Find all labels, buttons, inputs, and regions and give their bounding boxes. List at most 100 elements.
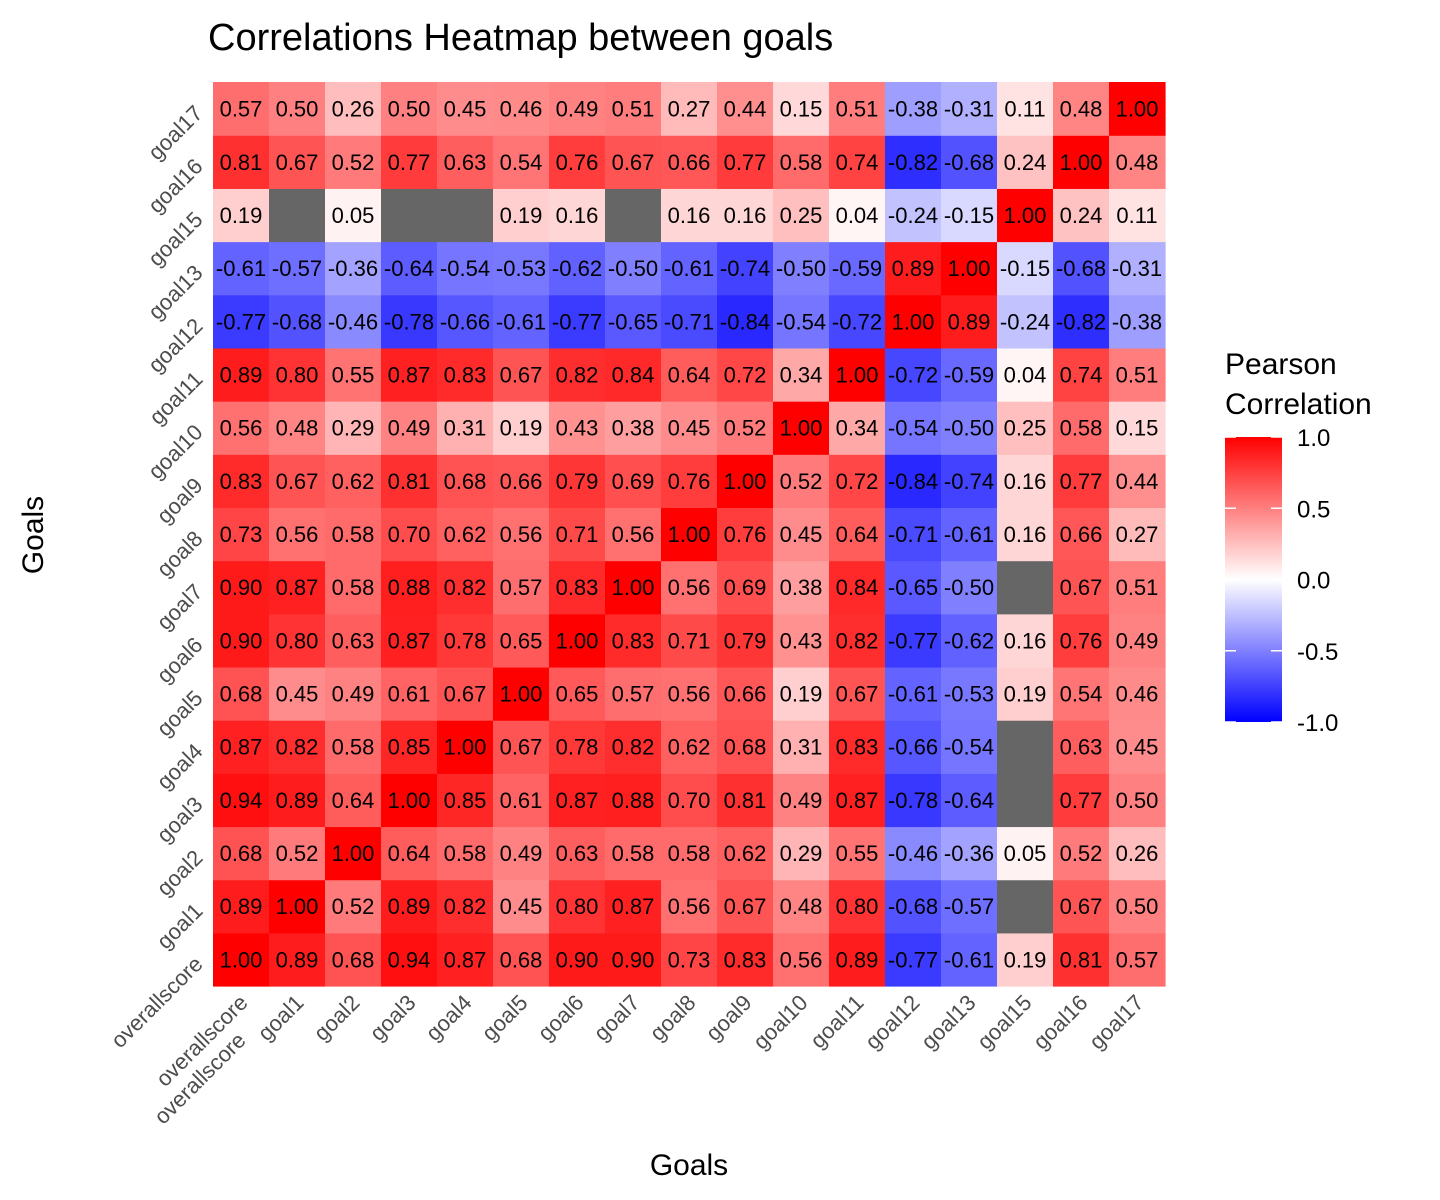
heatmap-cell: [549, 507, 606, 562]
x-tick-label: goal2: [309, 990, 365, 1046]
heatmap-cell: [1109, 560, 1166, 615]
heatmap-cell-label: 0.89: [892, 256, 935, 281]
heatmap-cell: [437, 932, 494, 987]
heatmap-cell: [773, 666, 830, 721]
heatmap-cell: [213, 241, 270, 296]
heatmap-cell-label: 0.72: [836, 469, 879, 494]
heatmap-cell: [885, 613, 942, 668]
heatmap-cell-label: 0.68: [444, 469, 487, 494]
heatmap-cell: [773, 773, 830, 828]
heatmap-cell: [549, 347, 606, 402]
heatmap-cell: [549, 241, 606, 296]
heatmap-cell-label: 0.61: [388, 682, 431, 707]
y-tick-label: goal15: [143, 207, 207, 271]
heatmap-cell: [1053, 294, 1110, 349]
heatmap-cell-label: 0.76: [668, 469, 711, 494]
heatmap-cell: [269, 241, 326, 296]
heatmap-cell-label: 0.82: [444, 894, 487, 919]
heatmap-cell-label: 0.55: [332, 362, 375, 387]
heatmap-cell-label: 0.50: [276, 97, 319, 122]
heatmap-cell-label: 0.87: [388, 628, 431, 653]
heatmap-cell-label: 0.68: [500, 947, 543, 972]
heatmap-cell-label: 0.82: [612, 735, 655, 760]
heatmap-cell: [1109, 826, 1166, 881]
heatmap-cell-label: 0.45: [1116, 735, 1159, 760]
heatmap-cell: [1053, 507, 1110, 562]
heatmap-cell-label: 0.49: [780, 788, 823, 813]
heatmap-cell: [437, 294, 494, 349]
heatmap-cell: [829, 720, 886, 774]
y-tick-label: goal17: [143, 100, 207, 164]
heatmap-cell-label: -0.62: [552, 256, 602, 281]
heatmap-cell: [605, 720, 662, 774]
heatmap-cell-label: 0.56: [500, 522, 543, 547]
heatmap-cell-label: -0.53: [944, 682, 994, 707]
heatmap-cell-label: 0.89: [220, 362, 263, 387]
y-tick-label: goal7: [152, 579, 208, 635]
x-tick-label: goal5: [477, 990, 533, 1046]
heatmap-cell: [717, 932, 774, 987]
heatmap-cell-label: 0.85: [444, 788, 487, 813]
heatmap-cell: [1053, 401, 1110, 455]
heatmap-cell-label: -0.38: [1112, 309, 1162, 334]
heatmap-cell-label: 0.89: [220, 894, 263, 919]
heatmap-cell-label: 0.67: [444, 682, 487, 707]
heatmap-cell: [885, 507, 942, 562]
heatmap-cell: [1053, 241, 1110, 296]
heatmap-cell-label: 0.52: [780, 469, 823, 494]
heatmap-cell: [1109, 454, 1166, 509]
heatmap-cell-label: 0.66: [500, 469, 543, 494]
heatmap-cell: [661, 294, 718, 349]
heatmap-cell: [605, 241, 662, 296]
heatmap-cell-label: 0.80: [556, 894, 599, 919]
heatmap-cell-label: -0.71: [664, 309, 714, 334]
heatmap-cell: [997, 666, 1054, 721]
heatmap-cell: [885, 135, 942, 189]
heatmap-cell-label: -0.54: [776, 309, 826, 334]
x-axis-title: Goals: [650, 1149, 728, 1182]
heatmap-cell: [493, 720, 550, 774]
heatmap-cell-label: 0.58: [1060, 416, 1103, 441]
heatmap-cell-label: 0.16: [724, 203, 767, 228]
heatmap-cell: [549, 666, 606, 721]
heatmap-cell: [717, 613, 774, 668]
heatmap-cell-label: 0.34: [780, 362, 823, 387]
heatmap-cell-label: 0.64: [668, 362, 711, 387]
heatmap-cell: [437, 507, 494, 562]
heatmap-cell: [997, 773, 1054, 828]
heatmap-cell: [941, 454, 998, 509]
heatmap-cell: [1109, 294, 1166, 349]
heatmap-cell: [437, 347, 494, 402]
heatmap-cell-label: 0.56: [668, 682, 711, 707]
heatmap-cell: [941, 773, 998, 828]
heatmap-cell-label: -0.68: [944, 150, 994, 175]
heatmap-cell: [717, 347, 774, 402]
heatmap-cell-label: 0.84: [612, 362, 655, 387]
heatmap-cell-label: -0.31: [1112, 256, 1162, 281]
heatmap-cell-label: 0.69: [724, 575, 767, 600]
heatmap-cell: [493, 507, 550, 562]
heatmap-cell-label: 0.64: [388, 841, 431, 866]
heatmap-cell-label: 0.56: [276, 522, 319, 547]
heatmap-cell: [213, 932, 270, 987]
heatmap-cell: [829, 560, 886, 615]
heatmap-cell: [381, 401, 438, 455]
heatmap-cell: [493, 135, 550, 189]
heatmap-cell: [605, 401, 662, 455]
heatmap-cell-label: 0.68: [724, 735, 767, 760]
heatmap-cell-label: 0.87: [556, 788, 599, 813]
heatmap-cell-label: -0.50: [944, 575, 994, 600]
heatmap-cell: [269, 507, 326, 562]
heatmap-cell: [269, 135, 326, 189]
heatmap-cell: [437, 613, 494, 668]
heatmap-cell-label: 1.00: [556, 628, 599, 653]
heatmap-cell: [829, 135, 886, 189]
heatmap-cell-label: 0.62: [444, 522, 487, 547]
heatmap-cell: [773, 294, 830, 349]
heatmap-cell-label: 0.31: [780, 735, 823, 760]
heatmap-cell: [213, 188, 270, 243]
heatmap-cell-label: 0.88: [612, 788, 655, 813]
heatmap-cell: [549, 879, 606, 934]
heatmap-cell: [381, 507, 438, 562]
heatmap-cell: [829, 879, 886, 934]
